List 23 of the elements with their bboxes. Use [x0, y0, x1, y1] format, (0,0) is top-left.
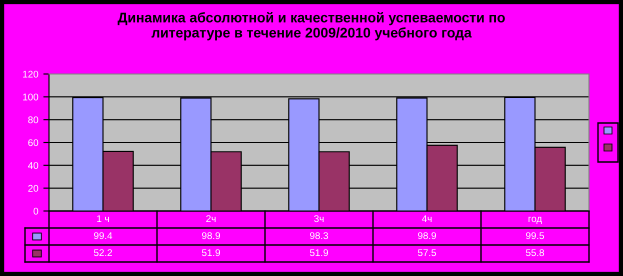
y-tick-label: 40: [28, 162, 38, 169]
data-label: 98.3: [310, 232, 328, 240]
y-tick-label: 60: [28, 139, 38, 146]
y-tick-label: 0: [34, 208, 38, 215]
x-tick-label: 3ч: [314, 215, 324, 222]
data-label: 51.9: [202, 249, 220, 256]
x-tick-label: 1 ч: [97, 215, 109, 222]
y-tick-label: 100: [23, 94, 38, 100]
x-tick-label: 2ч: [206, 215, 216, 222]
data-label: 99.4: [94, 232, 112, 240]
data-label: 52.2: [94, 249, 112, 256]
x-tick-label: 4ч: [422, 215, 432, 222]
data-label: 57.5: [418, 249, 436, 256]
data-label: 99.5: [526, 232, 544, 240]
data-label: 51.9: [310, 249, 328, 256]
data-label: 98.9: [418, 232, 436, 240]
y-tick-label: 20: [28, 184, 38, 192]
y-tick-label: 80: [28, 116, 38, 124]
chart-title: Динамика абсолютной и качественной успеваемости по литературе в течение 2009/2010 учебного года: [118, 12, 505, 40]
data-label: 98.9: [202, 232, 220, 240]
y-tick-label: 120: [23, 70, 38, 78]
x-tick-label: год: [528, 216, 542, 224]
data-label: 55.8: [526, 249, 544, 256]
